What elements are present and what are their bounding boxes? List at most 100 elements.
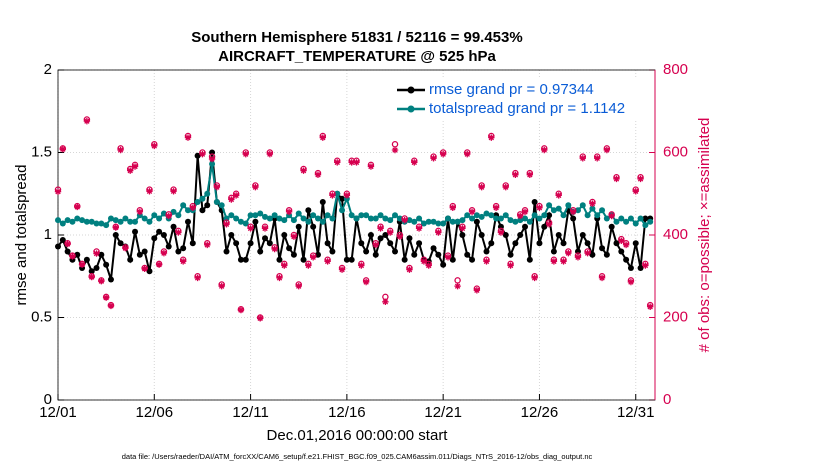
point [411,218,418,225]
y2-axis-label: # of obs: o=possible; ×=assimilated [696,118,713,353]
point [430,155,437,162]
point [131,163,139,170]
point [184,134,192,141]
point [560,212,567,219]
y2-tick-label: 400 [663,226,688,243]
point [425,262,432,269]
point [502,232,509,238]
point [618,237,625,244]
point [146,218,153,225]
point [247,225,254,232]
point [98,278,105,285]
point [233,215,240,222]
point [550,258,558,265]
point [416,240,423,247]
point [396,233,404,240]
point [459,232,466,238]
point [618,215,625,222]
point [228,232,235,238]
point [319,218,326,225]
point [88,268,95,275]
x-tick-label: 12/21 [424,404,462,421]
point [252,212,259,219]
point [608,212,615,220]
point [377,235,384,242]
point [512,218,519,225]
point [488,134,495,141]
point [232,192,240,199]
point [132,228,139,235]
point [300,256,307,263]
point [228,196,235,203]
point [127,256,134,263]
point [59,220,66,227]
point [122,245,129,252]
point [392,212,399,219]
point [507,262,514,269]
point [478,213,485,220]
point [170,188,177,195]
point [627,265,634,271]
point [464,251,471,258]
point [175,229,182,236]
point [454,277,461,284]
point [329,248,336,255]
point [387,217,394,224]
point [156,228,163,235]
point [189,240,196,247]
point [425,218,432,225]
point [136,251,143,258]
point [546,202,553,209]
point [415,225,423,232]
point [420,220,427,227]
point [391,146,399,154]
point [579,232,586,238]
footnote: data file: /Users/raeder/DAI/ATM_forcXX/… [122,452,593,461]
point [430,218,437,225]
point [406,217,413,224]
point [488,240,495,247]
x-tick-label: 12/01 [39,404,77,421]
point [237,256,244,263]
point [136,208,144,216]
point [83,256,90,263]
point [127,218,134,225]
point [64,217,71,224]
point [565,202,572,209]
point [281,232,288,238]
point [594,212,601,219]
point [69,253,76,260]
point [550,207,557,214]
point [305,218,312,225]
point [102,294,110,301]
point [324,212,331,219]
point [156,215,163,222]
point [117,146,124,154]
point [132,218,139,225]
point [257,210,264,217]
point [343,192,351,199]
point [290,217,297,224]
point [646,303,654,310]
point [343,256,350,263]
y-tick-label: 1 [44,226,52,243]
point [483,210,490,217]
point [483,258,490,265]
point [618,248,625,255]
point [560,258,567,265]
point [358,262,365,269]
point [516,212,524,220]
point [522,223,529,230]
point [574,254,582,261]
point [473,218,480,225]
point [93,265,100,271]
point [468,208,476,216]
point [454,282,461,290]
point [237,218,244,225]
point [54,188,62,195]
point [117,218,124,225]
point [165,243,172,250]
point [396,215,403,222]
point [237,306,245,314]
